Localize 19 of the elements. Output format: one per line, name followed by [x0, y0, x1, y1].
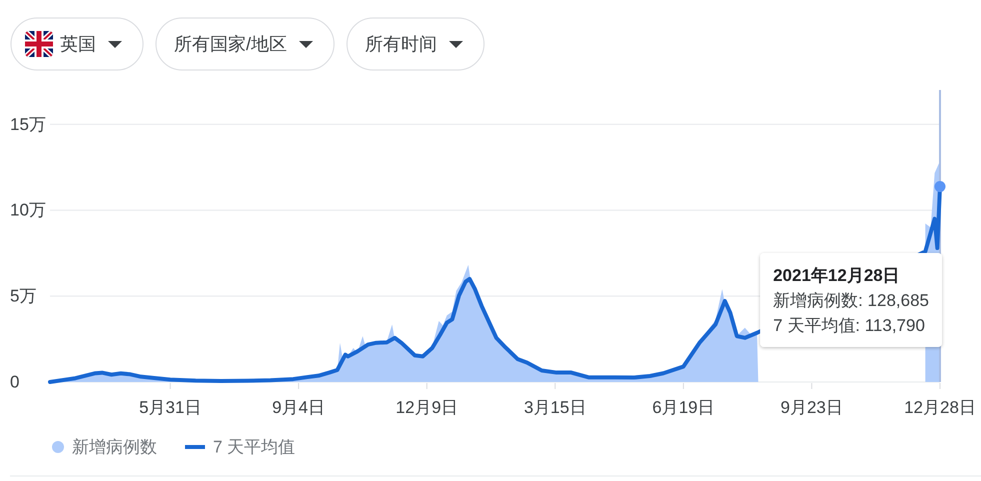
x-tick-label: 3月15日	[524, 398, 586, 417]
y-tick-label: 5万	[10, 286, 36, 306]
tooltip-text: 2021年12月28日	[773, 266, 900, 285]
legend-label: 7 天平均值	[213, 438, 296, 456]
x-tick-label: 5月31日	[139, 398, 202, 417]
x-tick-label: 12月28日	[904, 398, 976, 417]
legend-label: 新增病例数	[72, 438, 157, 456]
x-tick-label: 6月19日	[652, 398, 715, 417]
tooltip-text: 7 天平均值: 113,790	[773, 316, 925, 335]
dropdown-label: 所有国家/地区	[174, 34, 288, 54]
tooltip-text: 新增病例数: 128,685	[773, 291, 929, 310]
y-tick-label: 15万	[10, 114, 46, 134]
x-tick-label: 9月23日	[780, 398, 843, 417]
x-tick-label: 9月4日	[272, 398, 326, 417]
y-tick-label: 10万	[10, 200, 46, 220]
dropdown-label: 所有时间	[365, 34, 438, 54]
x-tick-label: 12月9日	[396, 398, 458, 417]
y-tick-label: 0	[10, 372, 20, 392]
dropdown-label: 英国	[60, 34, 96, 54]
